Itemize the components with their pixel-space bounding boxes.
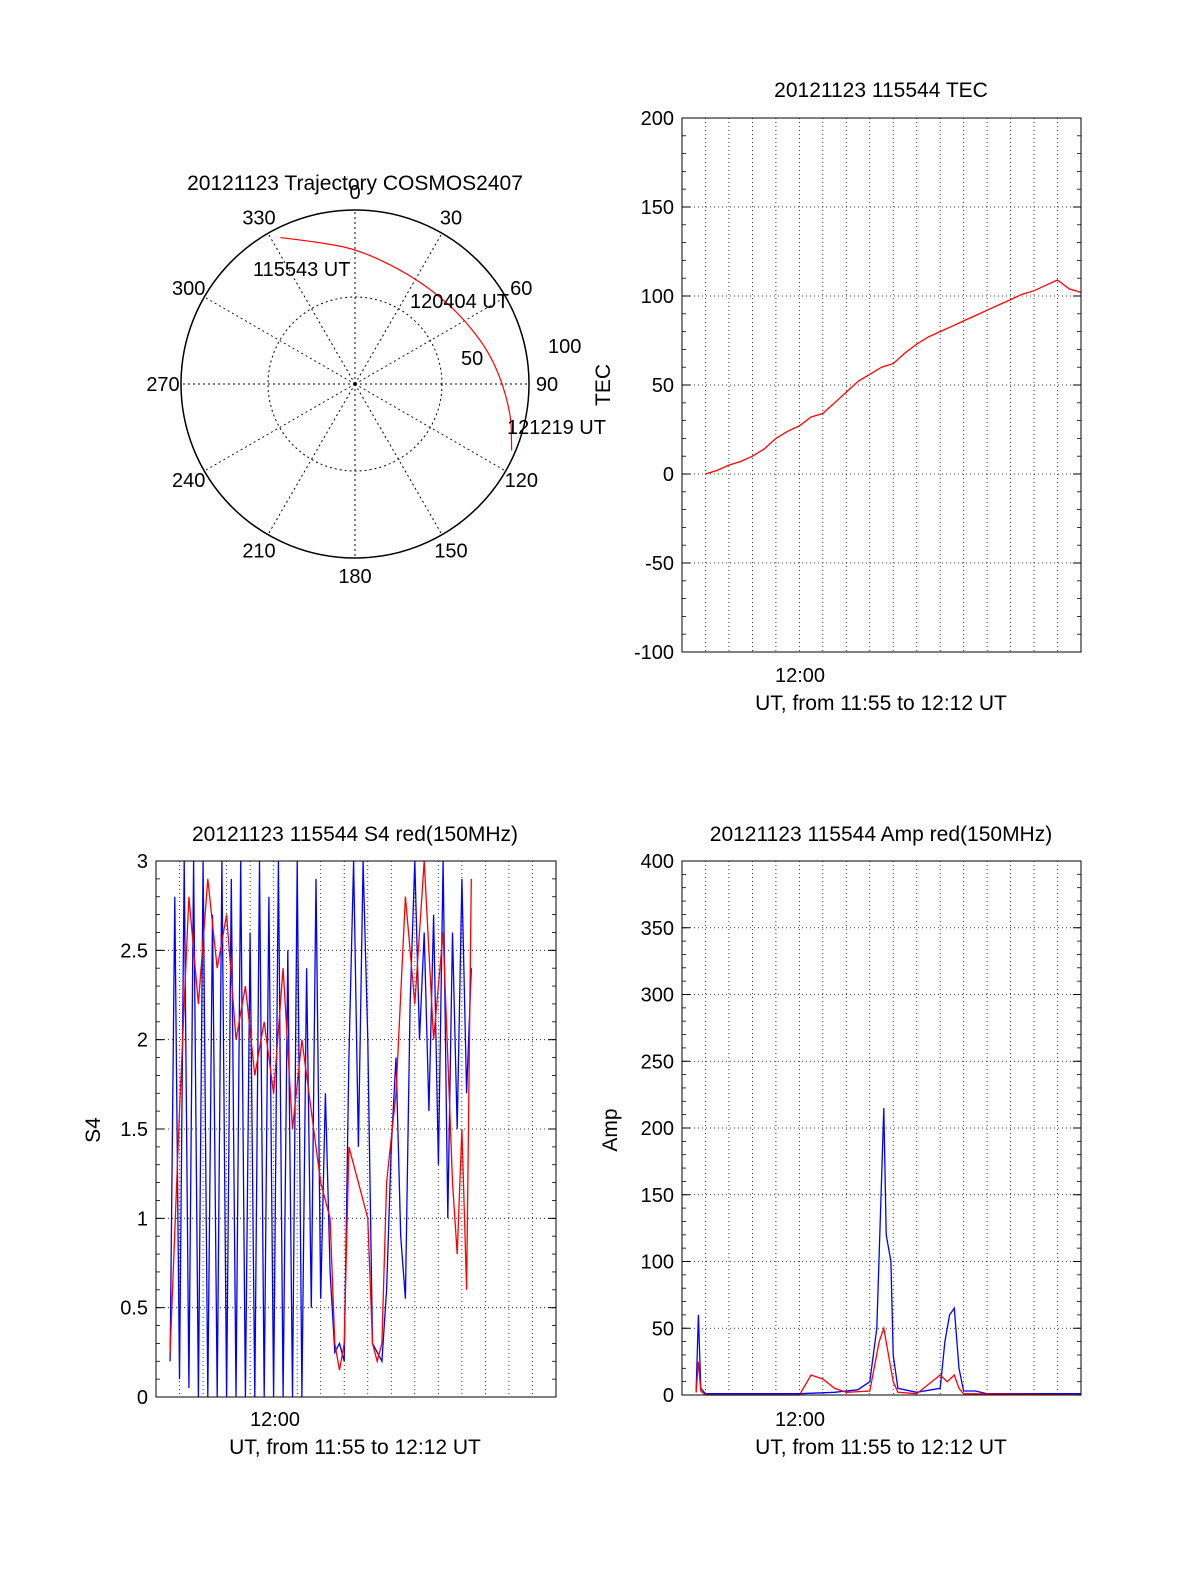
series-line-0 [169, 860, 472, 1398]
y-tick-label: 50 [652, 1318, 674, 1340]
amp-frame [681, 860, 1082, 1396]
s4-y-ticks: 3 2.5 2 1.5 1 0.5 0 [120, 851, 556, 1409]
y-tick-label: 300 [641, 985, 674, 1007]
amp-title: 20121123 115544 Amp red(150MHz) [710, 823, 1052, 846]
polar-angle-label: 210 [242, 540, 275, 562]
polar-angle-label: 150 [434, 540, 467, 562]
y-tick-label: 250 [641, 1051, 674, 1073]
polar-radial-tick-50: 50 [461, 348, 483, 370]
amp-panel: 20121123 115544 Amp red(150MHz) 400 350 30… [599, 823, 1082, 1459]
y-tick-label: 0 [663, 464, 674, 486]
polar-spoke [354, 296, 506, 385]
trajectory-mid-label: 120404 UT [410, 291, 509, 313]
amp-y-ticks: 400 350 300 250 200 150 100 50 0 [641, 851, 1081, 1407]
series-line-1 [695, 1325, 1082, 1396]
polar-spoke [267, 233, 356, 385]
polar-title: 20121123 Trajectory COSMOS2407 [187, 172, 523, 195]
series-line-0 [705, 279, 1082, 475]
tec-y-ticks: 200 150 100 50 0 -50 -100 [634, 108, 1081, 664]
y-tick-label: 200 [641, 108, 674, 130]
s4-x-label: UT, from 11:55 to 12:12 UT [229, 1436, 481, 1459]
y-tick-label: 50 [652, 375, 674, 397]
amp-grid [682, 861, 1081, 1395]
polar-spoke [204, 383, 356, 472]
y-tick-label: 200 [641, 1118, 674, 1140]
tec-panel: 20121123 115544 TEC 200150100500-50-100 … [634, 79, 1082, 715]
polar-angle-label: 60 [510, 278, 532, 300]
y-tick-label: 0 [137, 1387, 148, 1409]
y-tick-label: 3 [137, 851, 148, 873]
polar-angle-label: 90 [536, 374, 558, 396]
polar-spoke [354, 383, 506, 472]
tec-series [705, 279, 1082, 475]
tec-title: 20121123 115544 TEC [774, 79, 988, 102]
y-tick-label: 350 [641, 918, 674, 940]
tec-x-tick-label: 12:00 [775, 665, 825, 687]
polar-angle-label: 30 [440, 208, 462, 230]
polar-spoke [267, 383, 356, 535]
y-tick-label: 2 [137, 1030, 148, 1052]
amp-series [695, 1107, 1082, 1396]
s4-frame [155, 860, 557, 1398]
tec-grid [682, 118, 1081, 652]
polar-angle-label: 240 [172, 470, 205, 492]
polar-outer-ring [180, 209, 530, 559]
trajectory-line [280, 236, 513, 451]
polar-angle-label: 120 [505, 470, 538, 492]
s4-title: 20121123 115544 S4 red(150MHz) [192, 823, 518, 846]
y-tick-label: -50 [645, 553, 674, 575]
amp-x-tick-label: 12:00 [775, 1409, 825, 1431]
y-tick-label: 150 [641, 197, 674, 219]
polar-panel: 20121123 Trajectory COSMOS2407 0 30 60 90 12… [146, 172, 615, 588]
polar-angle-label: 330 [242, 208, 275, 230]
polar-angle-label: 180 [338, 566, 371, 588]
y-tick-label: 100 [641, 286, 674, 308]
trajectory-end-label: 121219 UT [507, 417, 606, 439]
polar-radial-tick-100: 100 [548, 336, 581, 358]
s4-panel: 20121123 115544 S4 red(150MHz) 3 2.5 2 1.5 1… [82, 823, 557, 1459]
y-tick-label: 1.5 [120, 1119, 148, 1141]
y-tick-label: 0 [663, 1385, 674, 1407]
series-line-1 [169, 860, 472, 1371]
polar-spoke [354, 383, 443, 535]
amp-x-label: UT, from 11:55 to 12:12 UT [755, 1436, 1007, 1459]
polar-angle-label: 0 [349, 182, 360, 204]
s4-x-tick-label: 12:00 [250, 1409, 300, 1431]
tec-x-label: UT, from 11:55 to 12:12 UT [755, 692, 1007, 715]
polar-unit-label: TEC [592, 364, 615, 406]
y-tick-label: 400 [641, 851, 674, 873]
y-tick-label: 1 [137, 1208, 148, 1230]
series-line-0 [695, 1107, 1081, 1395]
s4-series [169, 860, 472, 1398]
polar-angle-labels: 0 30 60 90 120 150 180 210 240 270 300 330 [146, 182, 558, 588]
polar-grid [180, 209, 530, 559]
amp-y-label: Amp [599, 1108, 622, 1151]
polar-angle-label: 300 [172, 278, 205, 300]
y-tick-label: 150 [641, 1185, 674, 1207]
y-tick-label: 2.5 [120, 940, 148, 962]
tec-frame [681, 117, 1082, 653]
polar-angle-label: 270 [146, 374, 179, 396]
y-tick-label: -100 [634, 642, 674, 664]
polar-spoke [354, 233, 443, 385]
y-tick-label: 0.5 [120, 1298, 148, 1320]
polar-spoke [204, 296, 356, 385]
s4-y-label: S4 [82, 1117, 105, 1143]
y-tick-label: 100 [641, 1252, 674, 1274]
trajectory-start-label: 115543 UT [253, 259, 350, 281]
